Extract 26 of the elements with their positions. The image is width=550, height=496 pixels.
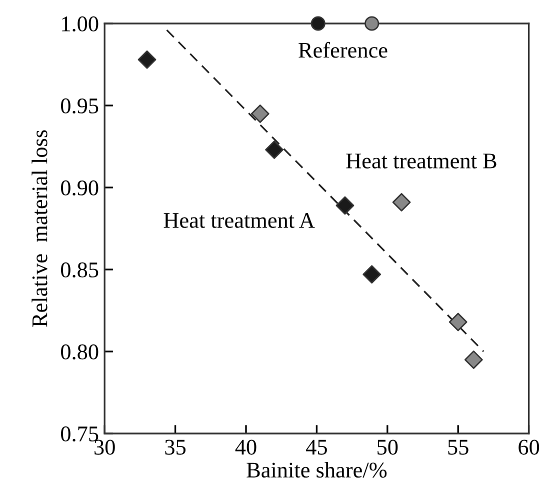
annotation: Reference bbox=[298, 42, 388, 58]
point bbox=[138, 50, 156, 69]
y-tick-label: 0.75 bbox=[61, 426, 98, 442]
x-tick-label: 55 bbox=[448, 440, 468, 455]
point bbox=[265, 140, 284, 159]
y-axis-title: Relative material loss bbox=[32, 130, 48, 327]
y-tick-label: 0.80 bbox=[61, 344, 98, 360]
x-tick-label: 30 bbox=[94, 440, 115, 455]
point bbox=[448, 312, 468, 332]
x-tick-label: 45 bbox=[306, 440, 327, 455]
y-tick-label: 0.95 bbox=[61, 98, 98, 114]
x-tick-label: 60 bbox=[518, 440, 540, 455]
point bbox=[392, 193, 411, 212]
point bbox=[362, 265, 382, 284]
annotation: Heat treatment B bbox=[346, 154, 496, 168]
point bbox=[250, 104, 270, 123]
x-axis-title: Bainite share/% bbox=[246, 462, 387, 478]
x-tick-label: 50 bbox=[378, 440, 398, 455]
x-tick-label: 35 bbox=[165, 440, 186, 455]
x-tick-label: 40 bbox=[235, 440, 256, 455]
y-tick-label: 0.90 bbox=[61, 180, 98, 196]
y-tick-label: 0.85 bbox=[61, 262, 98, 278]
y-tick-label: 1.00 bbox=[62, 16, 98, 32]
point bbox=[336, 196, 354, 215]
annotation: Heat treatment A bbox=[164, 213, 315, 228]
point bbox=[464, 350, 483, 369]
